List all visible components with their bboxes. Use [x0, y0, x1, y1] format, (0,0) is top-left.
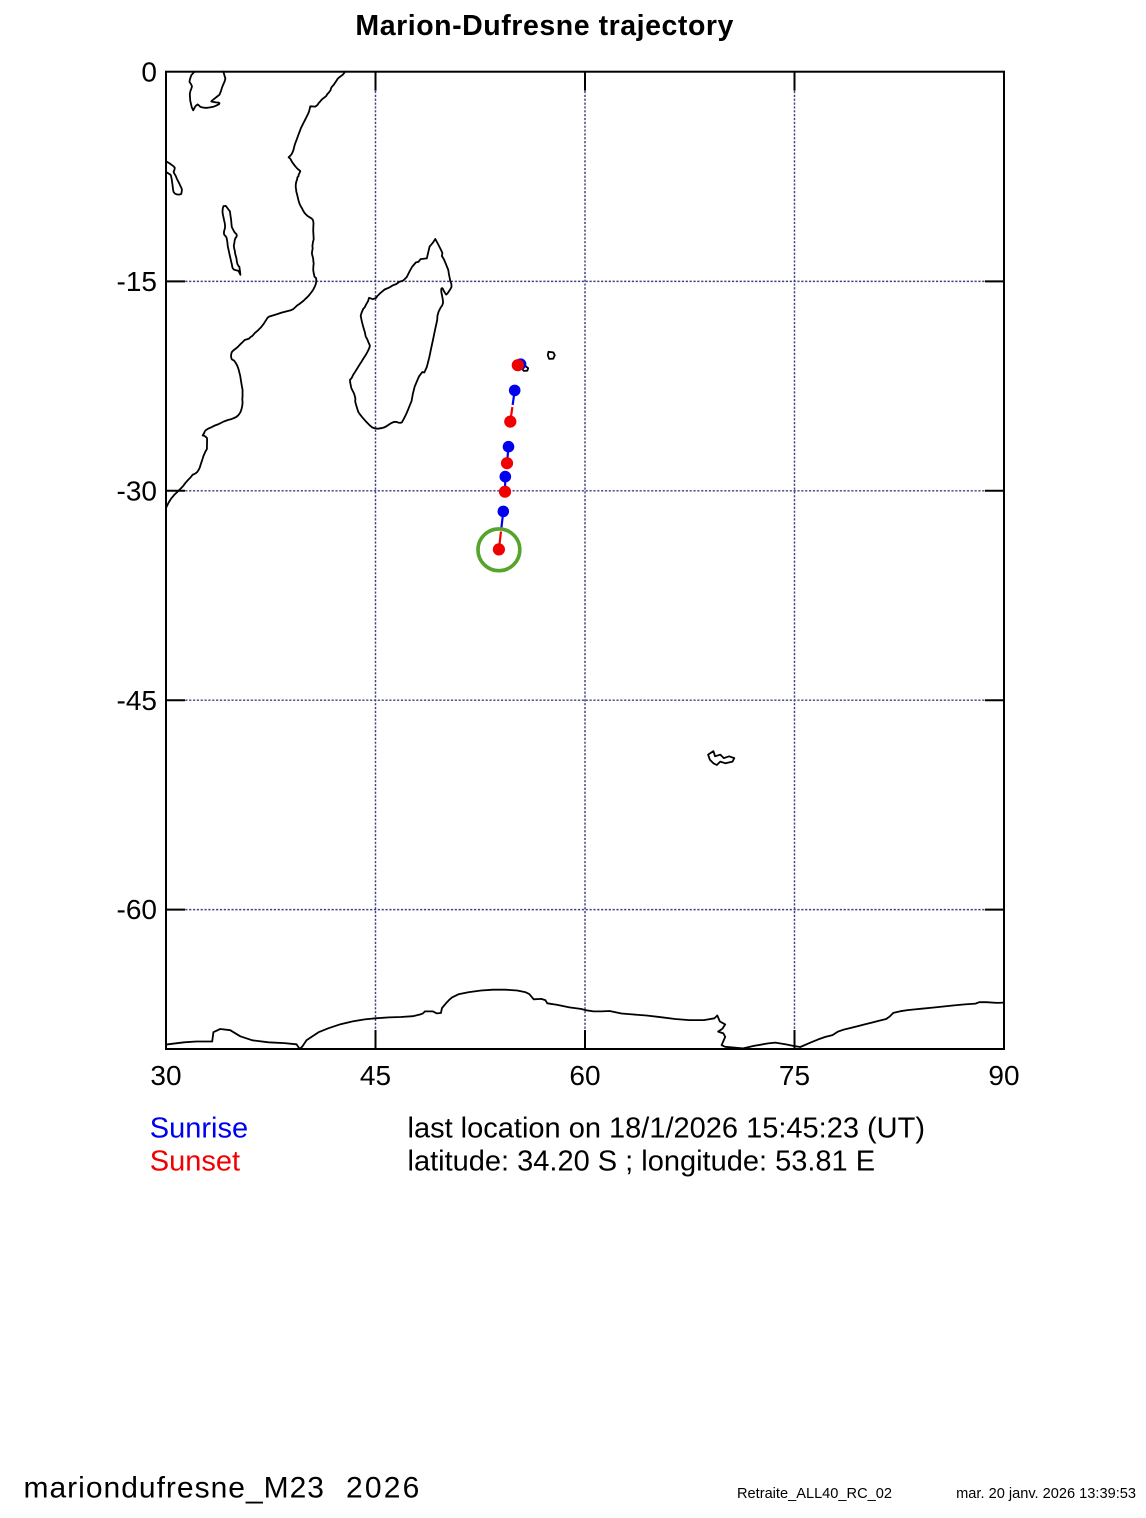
- svg-text:60: 60: [569, 1060, 600, 1091]
- svg-text:-60: -60: [117, 894, 157, 925]
- svg-text:Retraite_ALL40_RC_02: Retraite_ALL40_RC_02: [737, 1486, 892, 1502]
- svg-text:Sunset: Sunset: [150, 1145, 240, 1177]
- svg-text:-15: -15: [117, 266, 157, 297]
- svg-text:mar. 20 janv. 2026 13:39:53: mar. 20 janv. 2026 13:39:53: [956, 1486, 1136, 1502]
- svg-text:45: 45: [360, 1060, 391, 1091]
- svg-text:mariondufresne_M23: mariondufresne_M23: [24, 1472, 326, 1505]
- svg-text:30: 30: [150, 1060, 181, 1091]
- svg-text:90: 90: [988, 1060, 1019, 1091]
- svg-text:Sunrise: Sunrise: [150, 1113, 248, 1145]
- svg-text:Marion-Dufresne trajectory: Marion-Dufresne trajectory: [355, 10, 734, 42]
- svg-text:75: 75: [779, 1060, 810, 1091]
- svg-text:last location on 18/1/2026 15:: last location on 18/1/2026 15:45:23 (UT): [408, 1113, 926, 1145]
- svg-text:-30: -30: [117, 475, 157, 506]
- svg-text:2026: 2026: [346, 1472, 422, 1505]
- svg-text:-45: -45: [117, 685, 157, 716]
- svg-text:0: 0: [141, 56, 157, 87]
- svg-text:latitude: 34.20 S ; longitude:: latitude: 34.20 S ; longitude: 53.81 E: [408, 1145, 876, 1177]
